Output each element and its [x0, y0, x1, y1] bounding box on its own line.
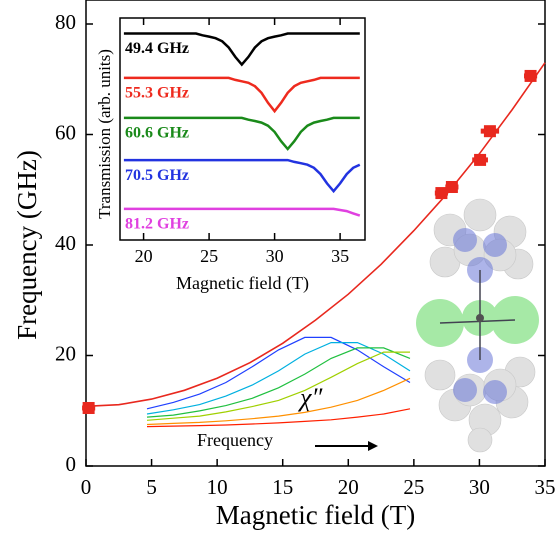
data-point	[524, 69, 537, 82]
y-tick-label: 40	[55, 231, 76, 255]
y-axis-label: Frequency (GHz)	[12, 150, 42, 340]
molecule-image	[416, 198, 539, 453]
series-line	[123, 116, 360, 151]
data-point	[435, 187, 448, 200]
data-point	[483, 125, 496, 138]
x-tick-label: 30	[266, 246, 284, 266]
plot-frame	[119, 17, 366, 241]
x-tick-label: 10	[207, 475, 228, 499]
y-tick-label: 60	[55, 120, 76, 144]
x-tick-label: 35	[331, 246, 349, 266]
x-tick-label: 15	[272, 475, 293, 499]
series-line	[123, 32, 360, 67]
x-axis-label: Frequency	[197, 430, 273, 450]
x-tick-label: 35	[535, 475, 556, 499]
series-line	[146, 351, 410, 421]
series-line	[146, 377, 411, 426]
plot-frame	[85, 0, 546, 467]
series-label: 49.4 GHz	[125, 40, 189, 57]
y-tick-label: 0	[66, 452, 77, 476]
main-plot: 0 5 10 15 20 25 30 35 0 20 40 60 80 Magnetic field (T…	[12, 0, 556, 530]
series-label: 81.2 GHz	[125, 216, 189, 233]
data-point	[474, 153, 487, 166]
x-axis-label: Magnetic field (T)	[176, 273, 309, 294]
x-axis-label: Magnetic field (T)	[216, 500, 415, 530]
series-line	[146, 336, 411, 410]
data-point	[445, 180, 458, 193]
series-line	[146, 342, 411, 415]
x-tick-label: 0	[81, 475, 92, 499]
x-tick-label: 20	[135, 246, 153, 266]
frequency-arrowhead	[368, 441, 378, 451]
transmission-inset: 20 25 30 35 Magnetic field (T) Transmission (…	[95, 17, 366, 294]
x-tick-label: 20	[338, 475, 359, 499]
x-tick-label: 30	[469, 475, 490, 499]
y-axis-label: Transmission (arb. units)	[95, 49, 114, 219]
series-line	[123, 158, 361, 194]
x-tick-label: 5	[146, 475, 157, 499]
fit-curve	[85, 62, 546, 408]
y-tick-label: 80	[55, 10, 76, 34]
x-tick-label: 25	[403, 475, 424, 499]
series-line	[123, 76, 360, 114]
series-label: 60.6 GHz	[125, 125, 189, 142]
y-tick-label: 20	[55, 341, 76, 365]
x-tick-label: 25	[200, 246, 218, 266]
series-line	[146, 408, 411, 428]
series-line	[146, 347, 411, 418]
series-label: 55.3 GHz	[125, 85, 189, 102]
inset-background	[120, 18, 365, 240]
series-label: 70.5 GHz	[125, 167, 189, 184]
data-point	[82, 401, 95, 414]
series-line	[123, 207, 361, 217]
